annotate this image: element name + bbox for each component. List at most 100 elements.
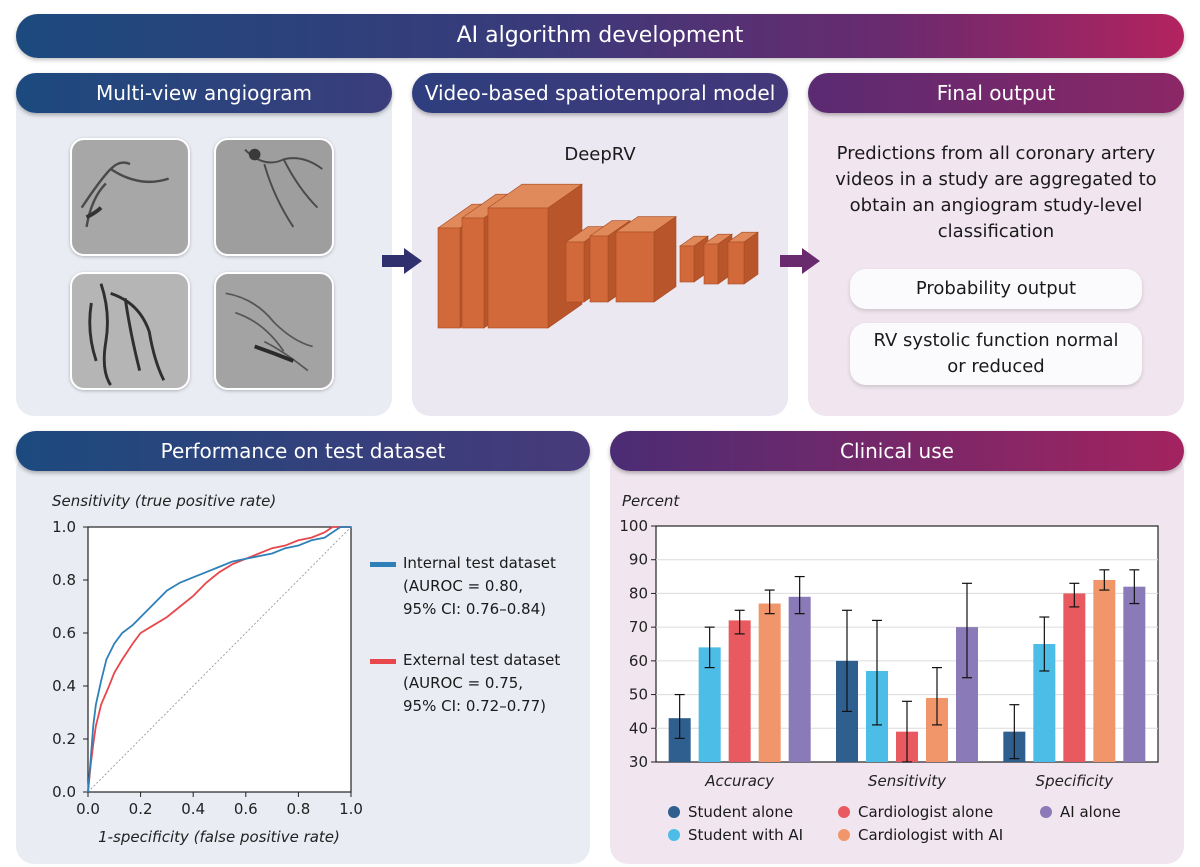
rv-line-2: or reduced <box>947 356 1045 377</box>
legend-label-student-ai: Student with AI <box>688 826 804 844</box>
bar-2-3 <box>1093 579 1116 762</box>
legend-label-ai-alone: AI alone <box>1060 803 1121 821</box>
clinical-header: Clinical use <box>610 431 1184 471</box>
roc-y-tick-label-0: 0.0 <box>52 783 76 801</box>
output-desc-line-1: Predictions from all coronary artery <box>836 143 1156 164</box>
bar-y-tick-label-2: 50 <box>629 686 648 704</box>
clinical-title: Clinical use <box>840 439 954 463</box>
output-header: Final output <box>808 73 1184 113</box>
roc-x-tick-label-5: 1.0 <box>339 800 363 818</box>
model-title: Video-based spatiotemporal model <box>424 81 776 105</box>
output-description: Predictions from all coronary artery vid… <box>820 141 1172 245</box>
legend-dot-student-ai <box>668 829 680 841</box>
bar-0-3 <box>758 603 781 762</box>
internal-legend-line-2: (AUROC = 0.80, <box>403 577 524 595</box>
arrow-icon-1 <box>380 246 424 280</box>
legend-student-alone: Student alone <box>668 803 793 821</box>
layer-front-0 <box>437 227 461 329</box>
bar-y-tick-label-4: 70 <box>629 618 648 636</box>
roc-x-tick-label-4: 0.8 <box>286 800 310 818</box>
multiview-title: Multi-view angiogram <box>95 81 313 105</box>
legend-label-cardio-ai: Cardiologist with AI <box>858 826 1004 844</box>
external-legend-line-1: External test dataset <box>403 651 561 669</box>
main-banner: AI algorithm development <box>16 14 1184 58</box>
angiogram-image-2 <box>214 138 334 256</box>
bar-category-label-2: Specificity <box>1036 772 1115 790</box>
bar-y-tick-label-0: 30 <box>629 753 648 771</box>
external-legend-line-2: (AUROC = 0.75, <box>403 674 524 692</box>
bar-0-0 <box>668 718 691 762</box>
roc-x-tick-label-1: 0.2 <box>129 800 153 818</box>
layer-front-8 <box>727 241 745 285</box>
legend-student-ai: Student with AI <box>668 826 803 844</box>
bar-0-2 <box>728 620 751 762</box>
external-legend-line-3: 95% CI: 0.72–0.77) <box>403 697 546 715</box>
roc-y-tick-label-5: 1.0 <box>52 518 76 536</box>
external-legend: External test dataset (AUROC = 0.75, 95%… <box>403 649 560 718</box>
roc-x-tick-label-0: 0.0 <box>76 800 100 818</box>
layer-front-1 <box>461 217 485 329</box>
legend-cardio-alone: Cardiologist alone <box>838 803 993 821</box>
bar-0-4 <box>788 596 811 762</box>
roc-y-tick-label-1: 0.2 <box>52 730 76 748</box>
roc-chart: Sensitivity (true positive rate) 1-speci… <box>52 492 363 846</box>
clinical-bar-chart: Percent 30 40 50 60 70 80 90 100 Accuracy Sensiti… <box>619 492 1159 790</box>
bar-y-tick-label-6: 90 <box>629 551 648 569</box>
model-name: DeepRV <box>564 144 636 165</box>
model-header: Video-based spatiotemporal model <box>412 73 788 113</box>
bar-y-axis-label: Percent <box>622 492 680 510</box>
roc-internal-line <box>87 526 351 793</box>
probability-output-label: Probability output <box>915 278 1077 299</box>
roc-external-line <box>87 526 351 793</box>
layer-front-7 <box>703 243 719 285</box>
internal-legend: Internal test dataset (AUROC = 0.80, 95%… <box>403 552 556 621</box>
legend-label-student-alone: Student alone <box>688 803 794 821</box>
bar-y-tick-label-7: 100 <box>619 517 648 535</box>
legend-dot-ai-alone <box>1040 806 1052 818</box>
bar-0-1 <box>698 647 721 762</box>
output-title: Final output <box>936 81 1056 105</box>
bar-category-label-1: Sensitivity <box>868 772 947 790</box>
layer-front-5 <box>615 231 655 303</box>
roc-x-axis-label: 1-specificity (false positive rate) <box>98 828 340 846</box>
bar-2-2 <box>1063 593 1086 762</box>
legend-dot-cardio-alone <box>838 806 850 818</box>
external-legend-swatch <box>370 659 396 664</box>
roc-y-axis-label: Sensitivity (true positive rate) <box>52 492 276 510</box>
bar-y-tick-label-1: 40 <box>629 719 648 737</box>
bar-y-tick-label-3: 60 <box>629 652 648 670</box>
legend-dot-cardio-ai <box>838 829 850 841</box>
performance-header: Performance on test dataset <box>16 431 590 471</box>
multiview-header: Multi-view angiogram <box>16 73 392 113</box>
legend-cardio-ai: Cardiologist with AI <box>838 826 1003 844</box>
roc-x-tick-label-3: 0.6 <box>234 800 258 818</box>
arrow-icon-2 <box>778 246 822 280</box>
internal-legend-line-3: 95% CI: 0.76–0.84) <box>403 600 546 618</box>
roc-y-tick-label-2: 0.4 <box>52 677 76 695</box>
bar-1-3 <box>926 697 948 762</box>
bar-category-label-0: Accuracy <box>704 772 775 790</box>
roc-x-tick-label-2: 0.4 <box>181 800 205 818</box>
rv-line-1: RV systolic function normal <box>873 330 1119 351</box>
probability-output-pill: Probability output <box>850 269 1142 309</box>
bar-2-1 <box>1033 644 1056 762</box>
legend-ai-alone: AI alone <box>1040 803 1121 821</box>
internal-legend-line-1: Internal test dataset <box>403 554 556 572</box>
bar-y-tick-label-5: 80 <box>629 584 648 602</box>
layer-front-6 <box>679 245 695 283</box>
banner-title: AI algorithm development <box>456 23 744 48</box>
angiogram-image-3 <box>70 272 190 390</box>
layer-front-3 <box>565 241 585 303</box>
layer-front-2 <box>487 207 549 329</box>
bar-1-4 <box>956 627 978 762</box>
layer-side-5 <box>653 216 677 303</box>
legend-label-cardio-alone: Cardiologist alone <box>858 803 994 821</box>
rv-function-pill: RV systolic function normal or reduced <box>850 323 1142 385</box>
legend-dot-student-alone <box>668 806 680 818</box>
roc-y-tick-label-4: 0.8 <box>52 571 76 589</box>
output-desc-line-2: videos in a study are aggregated to <box>835 169 1157 190</box>
output-desc-line-3: obtain an angiogram study-level <box>849 195 1143 216</box>
internal-legend-swatch <box>370 562 396 567</box>
angiogram-image-1 <box>70 138 190 256</box>
angiogram-image-4 <box>214 272 334 390</box>
